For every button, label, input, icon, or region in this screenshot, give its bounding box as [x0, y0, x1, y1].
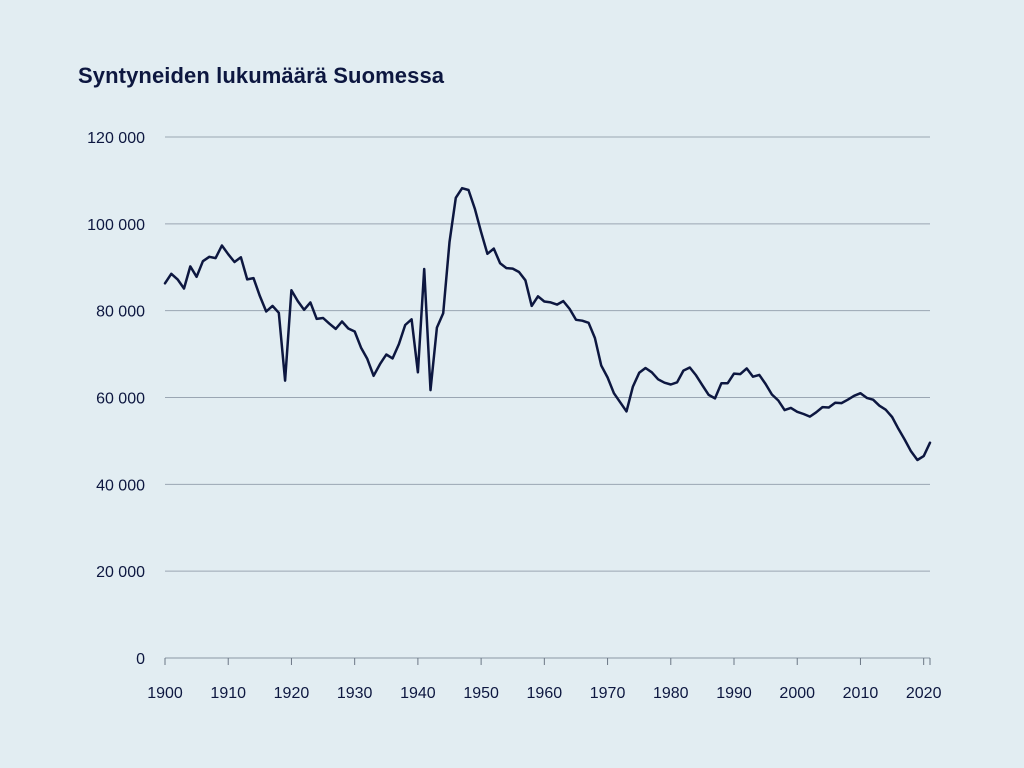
y-tick-label: 60 000 — [96, 391, 145, 408]
x-tick-label: 1970 — [590, 685, 626, 702]
x-tick-label: 1950 — [463, 685, 499, 702]
y-tick-label: 20 000 — [96, 564, 145, 581]
x-tick-label: 1960 — [527, 685, 563, 702]
series-line — [163, 186, 932, 462]
x-tick-label: 1930 — [337, 685, 373, 702]
chart-title: Syntyneiden lukumäärä Suomessa — [78, 63, 445, 88]
x-axis — [164, 657, 931, 665]
y-tick-label: 80 000 — [96, 304, 145, 321]
x-tick-label: 1990 — [716, 685, 752, 702]
series-layer — [163, 186, 932, 462]
x-tick-label: 2010 — [843, 685, 879, 702]
y-tick-label: 120 000 — [87, 130, 145, 147]
x-tick-label: 1980 — [653, 685, 689, 702]
y-tick-label: 100 000 — [87, 217, 145, 234]
x-tick-label: 1910 — [210, 685, 246, 702]
y-tick-label: 40 000 — [96, 477, 145, 494]
x-tick-label: 1940 — [400, 685, 436, 702]
x-tick-label: 2000 — [779, 685, 815, 702]
gridlines — [165, 136, 930, 572]
x-tick-label: 1920 — [274, 685, 310, 702]
x-axis-tick-labels: 1900 1910 1920 1930 1940 1950 1960 1970 1980 1990… — [147, 685, 941, 702]
x-tick-label: 2020 — [906, 685, 942, 702]
y-axis-tick-labels: 0 20 000 40 000 60 000 80 000 100 000 120 000 — [87, 130, 145, 668]
y-tick-label: 0 — [136, 651, 145, 668]
x-tick-label: 1900 — [147, 685, 183, 702]
